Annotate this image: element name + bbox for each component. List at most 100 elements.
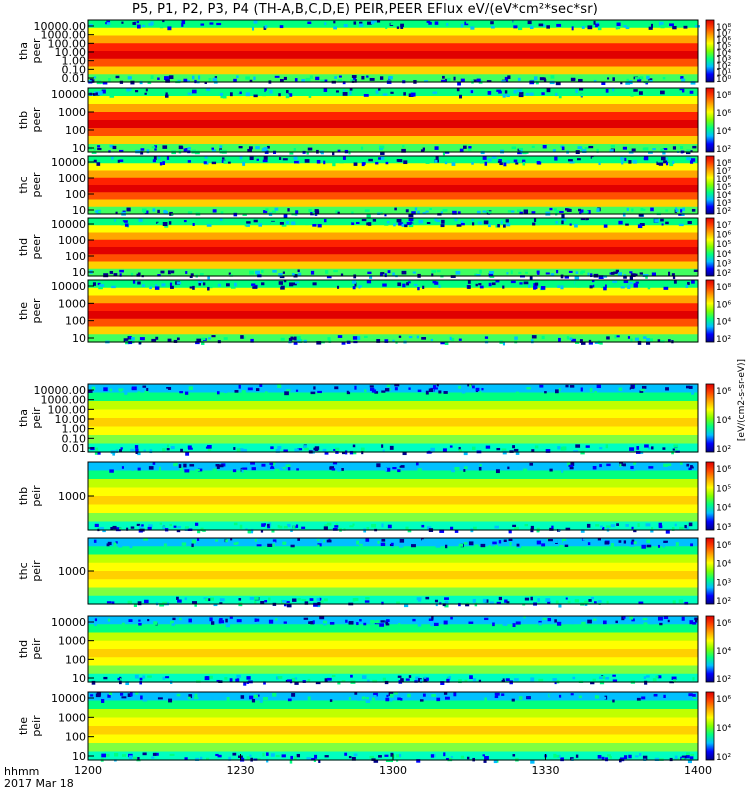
noise-speckle (400, 25, 404, 29)
noise-speckle (401, 270, 407, 275)
noise-speckle (672, 275, 676, 279)
noise-speckle (125, 340, 130, 345)
noise-speckle (103, 273, 109, 278)
x-tick-label: 1300 (379, 764, 407, 777)
noise-speckle (654, 618, 658, 622)
noise-speckle (166, 448, 170, 451)
noise-speckle (124, 223, 129, 227)
x-tick-label: 1230 (227, 764, 255, 777)
flux-band (88, 326, 698, 335)
noise-speckle (291, 221, 296, 225)
noise-speckle (405, 209, 409, 213)
noise-speckle (642, 147, 646, 151)
noise-speckle (536, 540, 542, 545)
panel-frame (87, 279, 699, 343)
noise-speckle (570, 462, 575, 467)
y-tick-label: 10000.00 (34, 20, 87, 33)
noise-speckle (183, 463, 187, 468)
noise-speckle (427, 526, 432, 530)
noise-speckle (316, 597, 320, 602)
noise-speckle (396, 463, 401, 466)
noise-speckle (505, 219, 509, 223)
noise-speckle (530, 596, 533, 601)
noise-speckle (135, 448, 139, 453)
colorbar-tick-label: 10⁶ (716, 465, 731, 475)
noise-speckle (518, 94, 524, 98)
noise-speckle (137, 451, 141, 456)
noise-speckle (604, 541, 609, 545)
noise-speckle (637, 77, 642, 82)
noise-speckle (541, 92, 545, 96)
panel-mode-label: peir (30, 485, 43, 507)
noise-speckle (189, 286, 194, 289)
noise-speckle (96, 692, 102, 696)
figure-title: P5, P1, P2, P3, P4 (TH-A,B,C,D,E) PEIR,P… (131, 2, 599, 17)
noise-speckle (324, 524, 328, 528)
noise-speckle (659, 622, 663, 626)
noise-speckle (610, 524, 616, 528)
noise-speckle (254, 596, 259, 600)
noise-speckle (568, 159, 573, 162)
flux-band (88, 43, 698, 52)
noise-speckle (610, 543, 615, 548)
noise-speckle (338, 75, 342, 78)
flux-band (88, 743, 698, 753)
noise-speckle (102, 81, 108, 85)
noise-speckle (579, 339, 583, 343)
noise-speckle (661, 223, 664, 226)
noise-speckle (502, 622, 507, 626)
noise-speckle (386, 694, 389, 698)
noise-speckle (170, 285, 174, 289)
noise-speckle (422, 212, 426, 215)
noise-speckle (458, 338, 462, 341)
noise-speckle (408, 213, 414, 218)
noise-speckle (640, 388, 646, 392)
noise-speckle (293, 336, 297, 341)
colorbar-tick-label: 10⁶ (716, 300, 731, 310)
noise-speckle (421, 337, 427, 340)
flux-band (88, 247, 698, 255)
noise-speckle (375, 90, 379, 94)
noise-speckle (559, 210, 564, 213)
noise-speckle (233, 542, 238, 545)
noise-speckle (312, 282, 317, 286)
noise-speckle (490, 21, 494, 25)
noise-speckle (556, 269, 559, 274)
noise-speckle (384, 388, 390, 392)
noise-speckle (293, 160, 299, 164)
noise-speckle (332, 151, 335, 156)
noise-speckle (137, 601, 142, 606)
noise-speckle (162, 20, 165, 23)
noise-speckle (138, 341, 142, 345)
noise-speckle (488, 270, 494, 274)
noise-speckle (599, 464, 602, 468)
noise-speckle (406, 282, 410, 286)
noise-speckle (568, 621, 572, 625)
noise-speckle (637, 224, 643, 229)
noise-speckle (679, 526, 684, 530)
noise-speckle (150, 21, 154, 26)
noise-speckle (552, 678, 557, 682)
noise-speckle (584, 146, 590, 150)
noise-speckle (164, 76, 169, 81)
noise-speckle (370, 619, 375, 624)
noise-speckle (667, 463, 672, 467)
noise-speckle (651, 527, 654, 530)
noise-speckle (615, 269, 619, 274)
noise-speckle (372, 679, 378, 683)
noise-speckle (354, 597, 359, 602)
noise-speckle (514, 336, 518, 340)
noise-speckle (196, 338, 202, 342)
noise-speckle (187, 160, 191, 163)
noise-speckle (606, 600, 609, 605)
noise-speckle (251, 698, 256, 703)
noise-speckle (238, 384, 241, 389)
noise-speckle (303, 617, 309, 620)
noise-speckle (513, 694, 516, 698)
noise-speckle (490, 25, 495, 29)
noise-speckle (374, 391, 379, 394)
noise-speckle (294, 681, 299, 685)
noise-speckle (136, 523, 141, 527)
noise-speckle (266, 145, 270, 149)
noise-speckle (211, 149, 217, 152)
